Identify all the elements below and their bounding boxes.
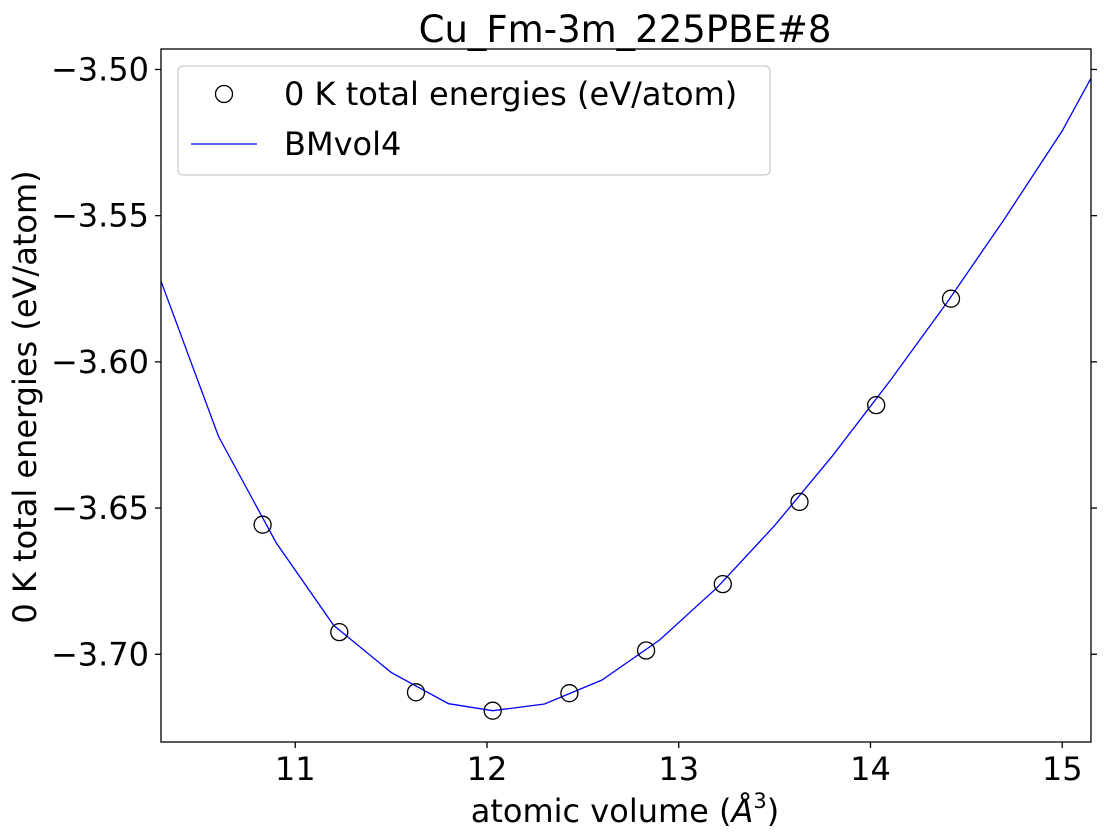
data-point-marker — [253, 515, 272, 534]
bmvol4-fit-line — [160, 77, 1092, 712]
series-markers-layer — [253, 289, 961, 720]
data-point-marker — [867, 395, 886, 415]
x-tick-label: 11 — [275, 750, 316, 788]
x-tick-label: 14 — [850, 750, 891, 788]
data-point-marker — [636, 641, 656, 660]
series-line-layer — [160, 77, 1092, 712]
y-tick-label: −3.60 — [51, 343, 149, 381]
y-axis-label: 0 K total energies (eV/atom) — [6, 170, 44, 623]
data-point-marker — [330, 622, 349, 642]
data-point-marker — [406, 683, 426, 702]
legend-marker-icon — [214, 84, 234, 104]
x-tick-label: 12 — [467, 750, 508, 788]
y-axis-ticks: −3.70 −3.65 −3.60 −3.55 −3.50 — [51, 50, 1097, 673]
legend-box — [177, 65, 771, 176]
legend-label-points: 0 K total energies (eV/atom) — [284, 75, 737, 113]
legend-label-fit: BMvol4 — [284, 125, 401, 163]
y-tick-label: −3.65 — [51, 489, 149, 527]
x-tick-label: 13 — [658, 750, 699, 788]
x-axis-label-close: ) — [767, 792, 779, 830]
data-point-marker — [941, 289, 961, 308]
y-tick-label: −3.50 — [51, 50, 149, 88]
data-point-marker — [483, 701, 502, 720]
x-axis-label-symbol: Å — [730, 792, 754, 830]
x-tick-label: 15 — [1042, 750, 1083, 788]
x-axis-ticks: 11 12 13 14 15 — [275, 742, 1083, 788]
x-axis-label: atomic volume (Å3) — [471, 789, 780, 830]
legend: 0 K total energies (eV/atom) BMvol4 — [177, 65, 771, 176]
y-tick-label: −3.70 — [51, 635, 149, 673]
chart-title: Cu_Fm-3m_225PBE#8 — [419, 8, 832, 51]
data-point-marker — [713, 574, 732, 594]
data-point-marker — [790, 492, 809, 512]
x-axis-label-exponent: 3 — [753, 789, 766, 813]
y-tick-label: −3.55 — [51, 197, 149, 235]
plot-frame — [160, 48, 1092, 743]
x-axis-label-text: atomic volume ( — [471, 792, 732, 830]
data-point-marker — [560, 684, 579, 703]
